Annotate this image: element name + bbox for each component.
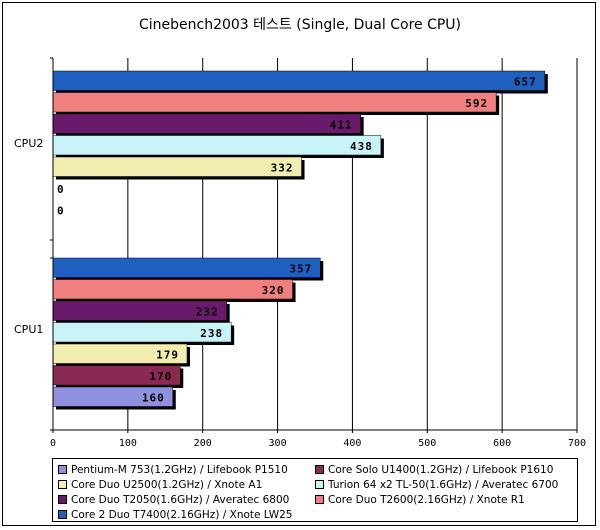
legend-swatch	[58, 509, 67, 519]
x-tick-label: 700	[568, 438, 586, 449]
legend-label: Pentium-M 753(1.2GHz) / Lifebook P1510	[71, 464, 288, 476]
x-tick-label: 200	[194, 438, 212, 449]
bar	[52, 257, 321, 278]
legend-swatch	[58, 464, 67, 474]
category-label: CPU1	[14, 323, 43, 336]
bar	[52, 135, 382, 156]
data-label: 592	[465, 97, 488, 110]
legend-swatch	[315, 464, 324, 474]
x-tick-label: 0	[50, 438, 56, 449]
legend-swatch	[58, 494, 67, 504]
legend-label: Core Duo T2050(1.6GHz) / Averatec 6800	[71, 494, 290, 506]
data-label: 160	[142, 391, 165, 404]
data-label: 320	[262, 284, 285, 297]
data-label: 0	[57, 204, 64, 217]
bar	[52, 92, 497, 113]
legend-item: Pentium-M 753(1.2GHz) / Lifebook P1510	[58, 463, 288, 477]
bar	[52, 113, 361, 134]
data-label: 411	[330, 118, 353, 131]
legend-item: Core Solo U1400(1.2GHz) / Lifebook P1610	[315, 463, 553, 477]
bar	[52, 70, 546, 91]
bar	[52, 279, 293, 300]
legend-label: Core 2 Duo T7400(2.16GHz) / Xnote LW25	[71, 509, 293, 521]
data-label: 179	[156, 348, 179, 361]
bar	[52, 156, 302, 177]
category-label: CPU2	[14, 137, 43, 150]
x-tick-label: 300	[269, 438, 287, 449]
legend-item: Core Duo T2600(2.16GHz) / Xnote R1	[315, 493, 525, 507]
x-tick-label: 100	[119, 438, 137, 449]
legend-item: Core 2 Duo T7400(2.16GHz) / Xnote LW25	[58, 508, 292, 522]
legend-label: Turion 64 x2 TL-50(1.6GHz) / Averatec 67…	[328, 479, 559, 491]
x-tick-label: 500	[418, 438, 436, 449]
legend-item: Core Duo U2500(1.2GHz) / Xnote A1	[58, 478, 262, 492]
data-label: 170	[149, 370, 172, 383]
x-tick-label: 600	[493, 438, 511, 449]
legend-swatch	[58, 479, 67, 489]
legend-label: Core Duo U2500(1.2GHz) / Xnote A1	[71, 479, 263, 491]
legend-label: Core Duo T2600(2.16GHz) / Xnote R1	[328, 494, 525, 506]
data-label: 332	[271, 161, 294, 174]
legend-item: Core Duo T2050(1.6GHz) / Averatec 6800	[58, 493, 289, 507]
legend-swatch	[315, 479, 324, 489]
legend-label: Core Solo U1400(1.2GHz) / Lifebook P1610	[328, 464, 554, 476]
data-label: 238	[200, 327, 223, 340]
data-label: 438	[350, 140, 373, 153]
legend-item: Turion 64 x2 TL-50(1.6GHz) / Averatec 67…	[315, 478, 558, 492]
legend-swatch	[315, 494, 324, 504]
x-tick-label: 400	[343, 438, 361, 449]
data-label: 657	[514, 75, 537, 88]
legend: Pentium-M 753(1.2GHz) / Lifebook P1510 Co…	[52, 458, 578, 522]
chart-title: Cinebench2003 테스트 (Single, Dual Core CPU…	[138, 17, 462, 33]
data-label: 232	[196, 305, 219, 318]
data-label: 0	[57, 183, 64, 196]
data-label: 357	[289, 262, 312, 275]
